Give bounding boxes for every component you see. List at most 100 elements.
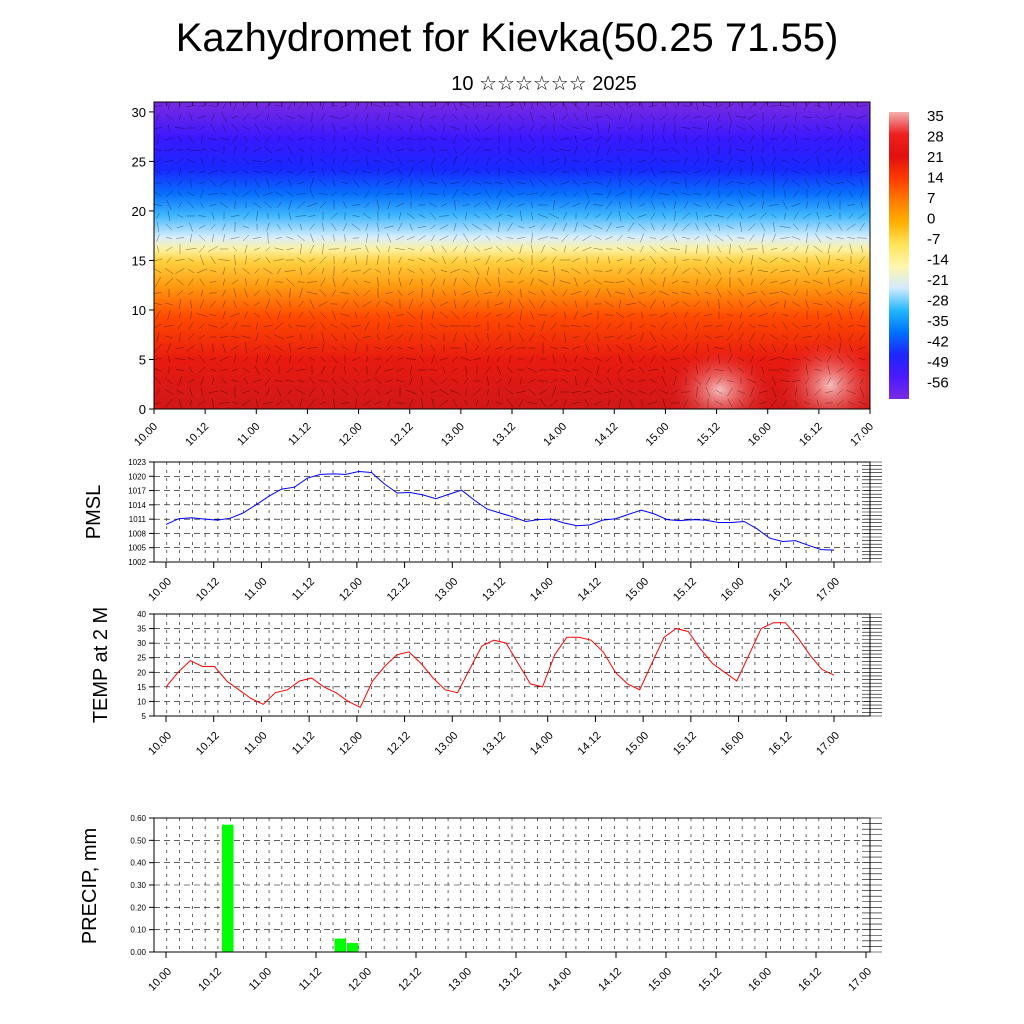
wind-vector: [660, 334, 668, 340]
wind-vector: [156, 113, 160, 121]
wind-vector: [779, 357, 791, 361]
x-tick-label: 13.00: [439, 421, 467, 449]
wind-vector: [333, 179, 335, 187]
wind-vector: [693, 180, 701, 186]
wind-vector: [485, 168, 491, 176]
wind-vector: [505, 345, 515, 351]
x-tick-label: 16.00: [746, 421, 774, 449]
wind-vector: [582, 126, 592, 130]
wind-vector: [805, 244, 809, 254]
wind-vector: [550, 191, 558, 197]
x-tick-label: 11.00: [242, 730, 269, 757]
wind-vector: [520, 211, 522, 221]
wind-vector: [528, 225, 536, 229]
wind-vector: [179, 311, 181, 319]
wind-vector: [848, 324, 854, 328]
wind-vector: [340, 322, 350, 330]
wind-vector: [343, 256, 347, 264]
wind-vector: [770, 281, 778, 283]
wind-vector: [495, 313, 503, 317]
wind-vector: [703, 313, 713, 317]
wind-vector: [550, 346, 558, 350]
wind-vector: [485, 277, 491, 287]
wind-vector: [683, 201, 689, 209]
wind-vector: [174, 358, 186, 360]
wind-vector: [727, 399, 733, 407]
wind-vector: [641, 134, 643, 144]
wind-vector: [174, 127, 186, 129]
wind-vector: [318, 301, 328, 307]
wind-vector: [156, 234, 160, 242]
wind-vector: [419, 246, 425, 252]
wind-vector: [289, 287, 291, 299]
wind-vector: [530, 244, 534, 254]
wind-vector: [616, 323, 624, 329]
wind-vector: [596, 144, 600, 156]
wind-vector: [175, 259, 185, 261]
wind-vector: [748, 324, 756, 328]
wind-vector: [751, 278, 753, 286]
wind-vector: [253, 258, 261, 262]
wind-vector: [450, 181, 460, 185]
wind-vector: [408, 398, 414, 408]
wind-vector: [485, 366, 491, 374]
wind-vector: [395, 202, 405, 208]
wind-vector: [198, 245, 206, 253]
wind-vector: [738, 367, 744, 373]
wind-vector: [714, 400, 724, 406]
wind-vector: [583, 280, 591, 284]
wind-vector: [288, 179, 292, 187]
wind-vector: [365, 245, 369, 253]
wind-vector: [729, 144, 731, 156]
wind-vector: [431, 397, 435, 409]
wind-vector: [441, 178, 447, 188]
wind-vector: [375, 312, 381, 318]
wind-vector: [255, 278, 259, 286]
wind-vector: [606, 211, 612, 221]
wind-vector: [418, 104, 426, 108]
wind-vector: [737, 160, 745, 162]
wind-vector: [806, 387, 808, 397]
wind-vector: [340, 170, 350, 174]
wind-vector: [254, 123, 260, 133]
wind-vector: [649, 180, 657, 186]
wind-vector: [548, 213, 560, 219]
wind-vector: [495, 346, 503, 350]
wind-vector: [768, 105, 780, 107]
wind-vector: [803, 213, 811, 219]
wind-vector: [244, 244, 248, 254]
wind-vector: [582, 246, 592, 252]
wind-vector: [253, 290, 261, 296]
wind-vector: [683, 147, 689, 153]
wind-vector: [431, 245, 435, 253]
wind-vector: [693, 355, 701, 363]
pmsl-grid: [154, 461, 882, 563]
wind-vector: [836, 157, 844, 165]
wind-vector: [256, 322, 258, 330]
wind-vector: [230, 312, 240, 318]
wind-vector: [418, 258, 426, 262]
wind-vector: [309, 244, 315, 254]
wind-vector: [385, 291, 393, 295]
wind-vector: [604, 103, 614, 109]
wind-vector: [626, 103, 636, 109]
wind-vector: [421, 288, 423, 298]
wind-vector: [319, 201, 327, 209]
wind-vector: [154, 292, 162, 294]
wind-vector: [285, 380, 295, 382]
pmsl-axis-label: PMSL: [83, 485, 105, 539]
wind-vector: [727, 301, 733, 307]
wind-vector: [255, 332, 259, 342]
wind-vector: [406, 311, 416, 319]
wind-vector: [528, 291, 536, 295]
wind-vector: [387, 201, 391, 209]
wind-vector: [527, 401, 537, 405]
wind-vector: [377, 276, 379, 288]
wind-vector: [179, 113, 181, 121]
wind-vector: [747, 378, 757, 384]
colorbar-label: 35: [927, 108, 944, 125]
wind-vector: [462, 178, 470, 188]
wind-vector: [297, 137, 305, 141]
wind-vector: [222, 300, 226, 308]
